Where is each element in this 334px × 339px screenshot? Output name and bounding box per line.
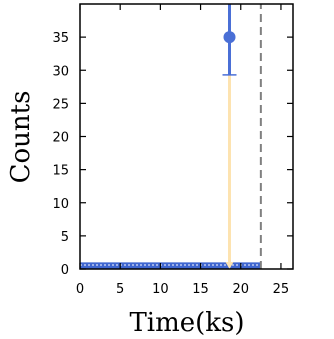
x-tick-label: 10 bbox=[152, 282, 169, 297]
x-tick-label: 20 bbox=[232, 282, 249, 297]
y-tick-label: 5 bbox=[61, 230, 69, 245]
y-tick-label: 30 bbox=[52, 64, 69, 79]
x-tick-label: 5 bbox=[116, 282, 124, 297]
axes-layer: 0 5 10 15 20 25 0 5 10 15 20 25 30 35 bbox=[52, 3, 294, 297]
data-point bbox=[223, 31, 236, 44]
y-tick-label: 35 bbox=[52, 31, 69, 46]
y-tick-label: 10 bbox=[52, 197, 69, 212]
x-axis-label: Time(ks) bbox=[129, 308, 244, 338]
y-tick-label: 20 bbox=[52, 131, 69, 146]
y-tick-label: 15 bbox=[52, 164, 69, 179]
y-tick-label: 25 bbox=[52, 97, 69, 112]
y-tick-label: 0 bbox=[61, 263, 69, 278]
baseline-band bbox=[80, 262, 261, 269]
y-axis-label: Counts bbox=[6, 91, 36, 184]
x-tick-label: 25 bbox=[273, 282, 290, 297]
x-tick-label: 0 bbox=[76, 282, 84, 297]
upper-limit-arrow-head bbox=[225, 262, 234, 269]
plot-layer bbox=[80, 4, 262, 269]
x-tick-label: 15 bbox=[192, 282, 209, 297]
